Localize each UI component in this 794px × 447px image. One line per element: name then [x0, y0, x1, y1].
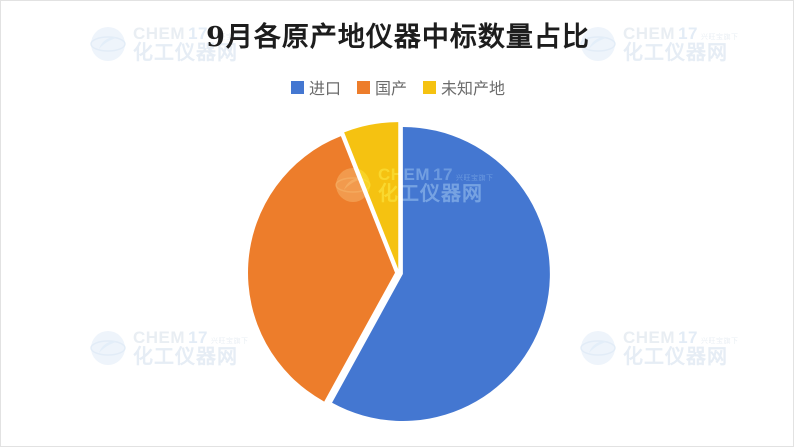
pie-slice[interactable]	[332, 126, 550, 421]
legend-label: 未知产地	[441, 79, 506, 98]
chart-title: 9月各原产地仪器中标数量占比	[206, 22, 590, 53]
legend-swatch-icon	[423, 80, 436, 94]
legend-item-0[interactable]: 进口	[290, 75, 341, 99]
pie-slice[interactable]	[248, 136, 396, 402]
chart-legend: 进口 国产 未知产地	[1, 75, 793, 99]
pie-slices	[248, 122, 550, 421]
legend-item-1[interactable]: 国产	[356, 75, 407, 99]
legend-swatch-icon	[356, 80, 370, 94]
legend-label: 进口	[308, 79, 341, 98]
pie-slice[interactable]	[344, 122, 399, 270]
legend-label: 国产	[374, 79, 407, 98]
legend-swatch-icon	[290, 80, 304, 94]
legend-item-2[interactable]: 未知产地	[423, 75, 505, 99]
